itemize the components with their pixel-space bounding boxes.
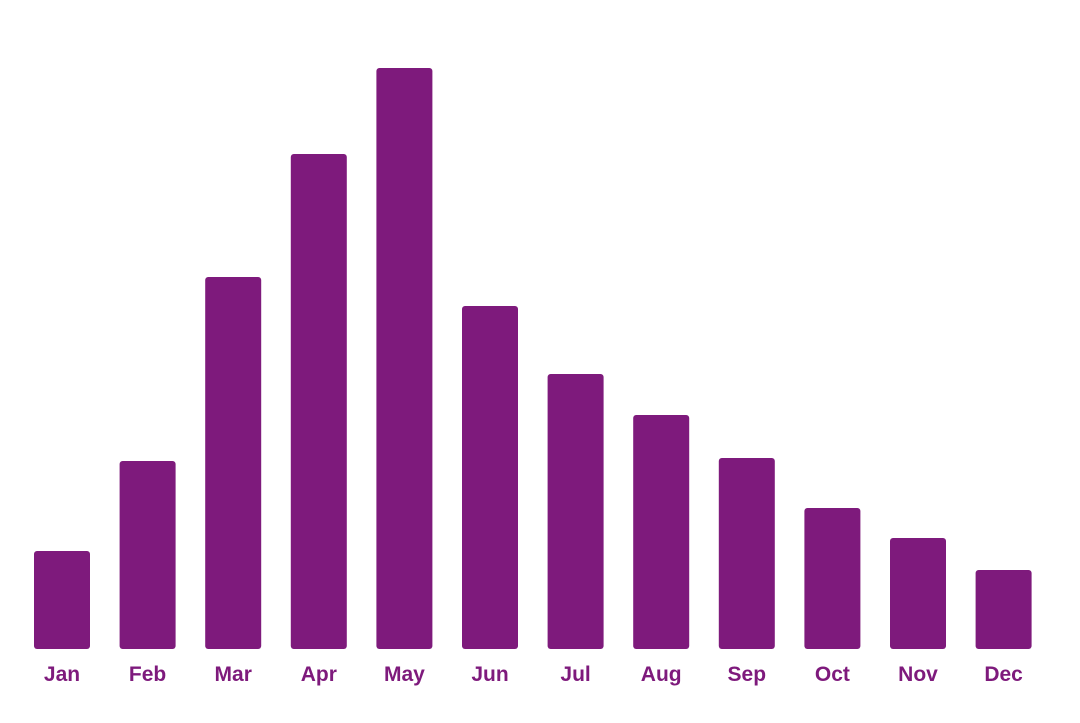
bar-may: [376, 68, 433, 649]
x-tick-label-mar: Mar: [215, 663, 252, 686]
x-tick-label-jul: Jul: [560, 663, 590, 686]
x-axis-tick-labels: Jan Feb Mar Apr May Jun Jul Aug Sep Oct Nov Dec: [44, 663, 1023, 686]
x-tick-label-apr: Apr: [301, 663, 337, 686]
bar-feb: [119, 461, 176, 649]
bar-jun: [462, 306, 518, 649]
bar-apr: [290, 154, 347, 649]
bar-jul: [547, 374, 604, 649]
bar-sep: [718, 458, 775, 649]
x-tick-label-feb: Feb: [129, 663, 166, 686]
bar-oct: [804, 508, 861, 649]
bar-dec: [975, 570, 1032, 649]
bar-mar: [205, 277, 262, 649]
x-tick-label-dec: Dec: [984, 663, 1023, 686]
bar-aug: [633, 415, 690, 649]
x-tick-label-jan: Jan: [44, 663, 80, 686]
x-tick-label-jun: Jun: [471, 663, 508, 686]
x-tick-label-nov: Nov: [898, 663, 938, 686]
x-tick-label-sep: Sep: [728, 663, 767, 686]
bar-group: [34, 68, 1032, 649]
bar-nov: [890, 538, 946, 649]
x-tick-label-may: May: [384, 663, 425, 686]
x-tick-label-aug: Aug: [641, 663, 682, 686]
bar-jan: [34, 551, 90, 649]
x-tick-label-oct: Oct: [815, 663, 850, 686]
